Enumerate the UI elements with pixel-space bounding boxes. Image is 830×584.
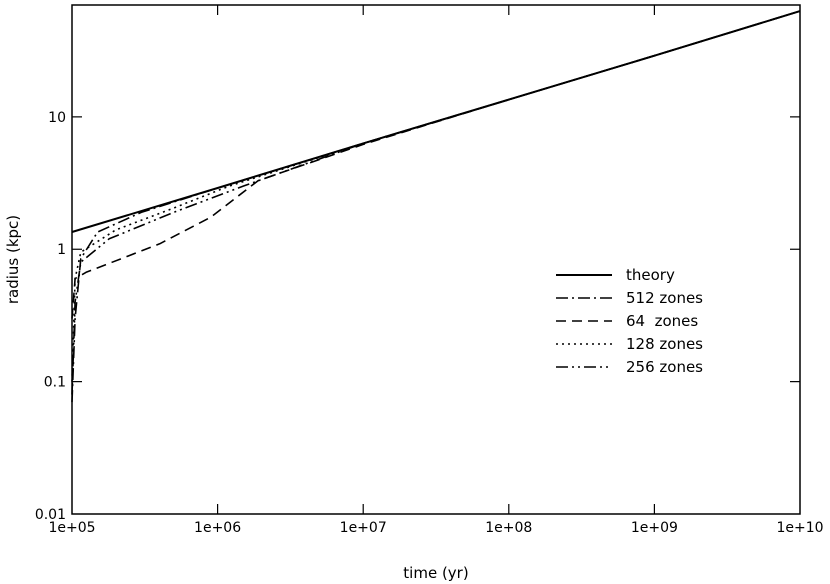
x-tick-label: 1e+08	[485, 520, 532, 536]
y-tick-label: 10	[48, 110, 66, 126]
y-axis-ticks: 0.01 0.1 1 10	[35, 110, 800, 523]
x-axis-label: time (yr)	[403, 564, 468, 582]
y-tick-label: 0.01	[35, 507, 66, 523]
y-tick-label: 0.1	[44, 375, 66, 391]
x-tick-label: 1e+10	[776, 520, 823, 536]
x-tick-label: 1e+07	[340, 520, 387, 536]
series-line	[71, 10, 801, 395]
plot-frame	[71, 4, 801, 515]
legend-label: 256 zones	[626, 358, 703, 376]
y-tick-label: 1	[57, 242, 66, 258]
legend-label: 64 zones	[626, 312, 698, 330]
x-axis-ticks: 1e+05 1e+06 1e+07 1e+08 1e+09 1e+10	[48, 5, 824, 536]
y-axis-label: radius (kpc)	[4, 215, 22, 304]
legend: theory 512 zones 64 zones 128 zones 256 zone…	[556, 266, 703, 376]
series-layer	[71, 10, 801, 403]
x-tick-label: 1e+05	[48, 520, 95, 536]
x-tick-label: 1e+09	[631, 520, 678, 536]
legend-label: 512 zones	[626, 289, 703, 307]
legend-label: 128 zones	[626, 335, 703, 353]
legend-label: theory	[626, 266, 675, 284]
x-tick-label: 1e+06	[194, 520, 241, 536]
series-line	[71, 10, 801, 382]
series-line	[71, 10, 801, 319]
